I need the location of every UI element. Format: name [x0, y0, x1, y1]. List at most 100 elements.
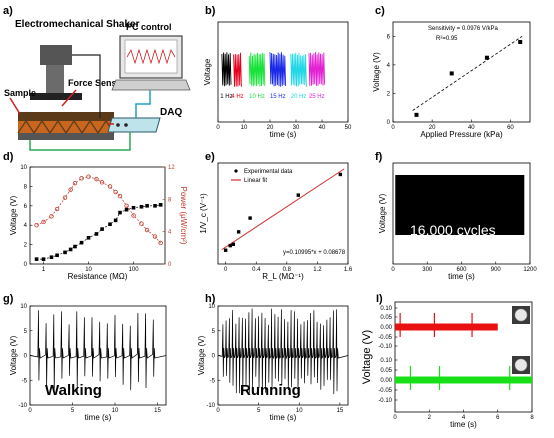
series-label: 1 Hz: [220, 94, 232, 100]
x-tick-label: 8: [530, 415, 534, 421]
data-point: [79, 176, 84, 181]
r-squared-annotation: R²=0.95: [436, 36, 458, 42]
y2-tick-label: 4: [168, 230, 172, 236]
y-tick-label: 0.10: [380, 306, 392, 312]
y-tick-label: 4: [387, 63, 391, 69]
data-point: [100, 227, 104, 231]
daq-box: [107, 117, 161, 133]
data-point: [118, 210, 122, 215]
sample-top-layer: [18, 112, 114, 121]
cycles-annotation: 16,000 cycles: [410, 222, 496, 238]
panel-f: f) 0 300 600 900 1200 time (s) Voltage (V): [375, 151, 537, 281]
data-point: [484, 55, 489, 60]
y-axis-label: Voltage (V): [361, 330, 373, 384]
x-tick-label: 20: [429, 125, 436, 131]
daq-label: DAQ: [160, 107, 182, 118]
y-tick-label: 0: [24, 354, 28, 360]
y-tick-label: -10: [206, 403, 215, 409]
x-tick-label: 100: [129, 267, 140, 273]
x-tick-label: 2: [428, 415, 432, 421]
noise-band: [395, 376, 532, 384]
sensitivity-annotation: Sensitivity = 0.0976 V/kPa: [428, 26, 499, 32]
x-tick-label: 1: [42, 267, 46, 273]
legend-experimental: Experimental data: [244, 169, 293, 175]
legend-linear-fit: Linear fit: [244, 178, 267, 184]
y-tick-label: 0.00: [380, 325, 392, 331]
shaker-body: [40, 45, 72, 65]
shaker-cable: [72, 54, 101, 118]
y2-tick-label: 12: [168, 165, 175, 171]
series-line: [269, 52, 287, 87]
data-point: [54, 206, 60, 212]
y-tick-label: 6: [24, 204, 28, 210]
x-tick-label: 6: [496, 415, 500, 421]
force-sensor-arrow: [61, 89, 77, 107]
data-point: [113, 218, 118, 223]
y-tick-label: 8: [24, 184, 28, 190]
x-axis-label: time (s): [448, 272, 475, 281]
y-tick-label: 10: [20, 304, 27, 310]
pc-waveform: [126, 48, 176, 65]
x-tick-label: 5: [71, 408, 75, 414]
x-tick-label: 900: [491, 267, 502, 273]
data-point: [55, 253, 59, 258]
pc-label: PC control: [126, 22, 172, 32]
data-point: [248, 216, 252, 220]
panel-label-a: a): [3, 5, 13, 17]
y2-tick-label: 0: [168, 262, 172, 268]
series-label: 15 Hz: [270, 94, 286, 100]
data-point: [144, 227, 150, 233]
data-point: [228, 243, 232, 248]
fit-line: [412, 35, 523, 111]
data-point: [63, 250, 67, 255]
data-point: [86, 174, 91, 179]
x-tick-label: 0: [391, 267, 395, 273]
series-line: [290, 53, 307, 87]
x-axis-label: time (s): [270, 413, 297, 422]
panel-label-d: d): [3, 151, 14, 163]
panel-label-e: e): [205, 151, 215, 163]
y-axis-label: Voltage (V): [9, 335, 18, 375]
noise-band: [395, 323, 498, 331]
x-tick-label: 15: [154, 408, 161, 414]
photo-inset-device: [514, 308, 528, 322]
y-axis-label: Voltage (V): [9, 195, 18, 235]
x-tick-label: 1.6: [344, 267, 353, 273]
plot-frame: [217, 21, 349, 123]
panel-b: b) 0 10 20 30 40 50 time (s) Voltage 1 Hz4 Hz 10 …: [203, 5, 352, 139]
x-tick-label: 10: [112, 408, 119, 414]
data-point: [49, 214, 54, 219]
panel-label-b: b): [205, 5, 216, 17]
y-tick-label: -0.10: [378, 398, 392, 404]
data-point: [158, 203, 163, 207]
shaker-label: Electromechanical Shaker: [15, 19, 140, 30]
x-tick-label: 40: [468, 125, 475, 131]
x-tick-label: 600: [456, 267, 467, 273]
x-tick-label: 0: [216, 125, 220, 131]
data-point: [158, 240, 163, 246]
y-axis-label: Voltage (V): [378, 193, 387, 233]
data-point: [124, 203, 129, 208]
shaker-base: [30, 93, 82, 100]
plot-frame: [392, 21, 531, 123]
x-tick-label: 0: [216, 408, 220, 414]
y-tick-label: 2: [24, 243, 28, 249]
panel-label-g: g): [3, 293, 14, 305]
x-tick-label: 0: [28, 408, 32, 414]
y-tick-label: -0.05: [378, 388, 392, 394]
y-axis-label: Voltage (V): [197, 335, 206, 375]
x-axis-label: time (s): [270, 130, 297, 139]
x-tick-label: 0: [224, 267, 228, 273]
x-tick-label: 10: [241, 125, 248, 131]
y-tick-label: 5: [212, 329, 216, 335]
data-point: [231, 242, 235, 246]
panel-c: c) Sensitivity = 0.0976 V/kPa R²=0.95 0 2…: [372, 5, 531, 139]
fit-equation: y=0.10995*x + 0.08678: [283, 250, 346, 256]
data-point: [338, 172, 343, 177]
x-tick-label: 5: [257, 408, 261, 414]
data-point: [68, 247, 73, 252]
data-point: [34, 257, 39, 261]
running-annotation: Running: [240, 382, 301, 399]
y-tick-label: 4: [24, 223, 28, 229]
